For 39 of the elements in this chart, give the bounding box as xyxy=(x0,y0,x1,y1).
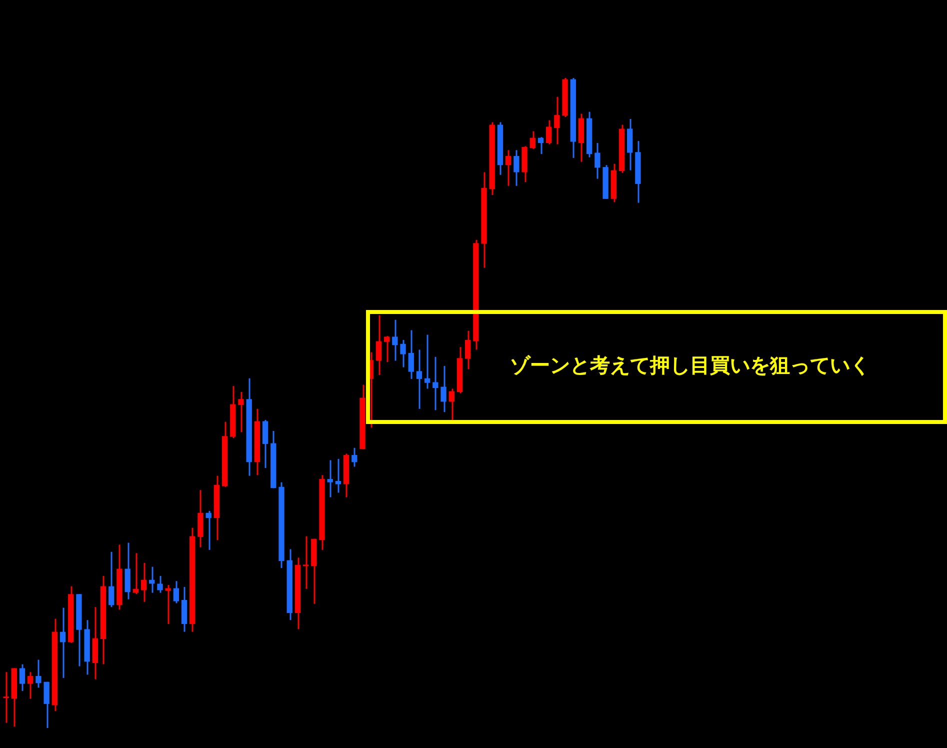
candlestick xyxy=(124,542,130,600)
candlestick xyxy=(546,120,552,146)
candlestick xyxy=(327,459,333,498)
candlestick xyxy=(594,142,600,180)
annotation: ゾーンと考えて押し目買いを狙っていく xyxy=(510,353,870,378)
candlestick xyxy=(108,551,114,608)
candlestick xyxy=(432,356,438,411)
candlestick xyxy=(514,149,520,187)
candlestick xyxy=(157,575,163,594)
candlestick xyxy=(352,447,358,468)
candlestick xyxy=(505,149,512,187)
candlestick xyxy=(416,348,422,410)
candlestick xyxy=(140,562,147,603)
candlestick xyxy=(384,335,390,363)
candlestick xyxy=(238,391,244,433)
candlestick xyxy=(36,659,42,688)
candlestick xyxy=(132,552,139,595)
candlestick xyxy=(554,96,560,146)
candlestick xyxy=(173,580,180,604)
candlestick xyxy=(448,388,454,421)
candlestick xyxy=(206,510,212,551)
candlestick xyxy=(302,536,309,590)
candlestick xyxy=(335,458,342,494)
candlestick xyxy=(408,329,414,380)
candlestick xyxy=(28,671,34,700)
candlestick xyxy=(3,671,9,724)
candlestick xyxy=(376,314,382,376)
candlestick xyxy=(262,419,268,469)
candlestick xyxy=(440,365,446,413)
candlestick xyxy=(464,330,471,370)
candlestick xyxy=(530,130,536,150)
candlestick xyxy=(60,607,66,679)
candlestick xyxy=(538,136,544,155)
candlestick xyxy=(44,681,50,729)
candlestick xyxy=(424,334,430,390)
candlestick xyxy=(400,339,406,368)
candlestick xyxy=(392,319,398,362)
candlestick xyxy=(19,664,26,692)
candlestick xyxy=(165,584,171,625)
